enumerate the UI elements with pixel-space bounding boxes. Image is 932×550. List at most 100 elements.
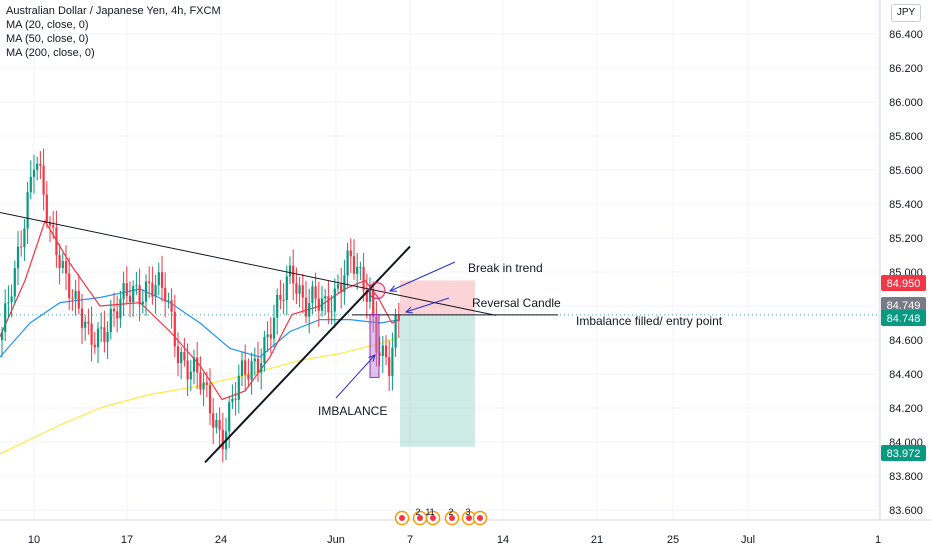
candle-body <box>116 311 119 319</box>
candle-body <box>45 194 48 222</box>
candle-body <box>260 363 263 373</box>
candle-body <box>263 337 266 364</box>
candle-body <box>292 265 295 284</box>
currency-button[interactable]: JPY <box>891 4 921 22</box>
arrow-head <box>368 354 376 362</box>
candle-body <box>349 250 352 257</box>
candle-body <box>368 289 372 302</box>
candle-body <box>71 298 74 300</box>
x-tick-label: 7 <box>407 534 413 546</box>
candle-body <box>311 286 314 304</box>
price-label: 84.749 <box>887 300 921 312</box>
candle-body <box>39 163 42 166</box>
candle-body <box>346 250 349 276</box>
candle-body <box>215 419 218 428</box>
candle-body <box>340 284 343 293</box>
candle-body <box>176 346 180 364</box>
candle-body <box>272 317 276 339</box>
candle-body <box>298 285 301 294</box>
candle-body <box>180 351 183 364</box>
candle-body <box>183 351 186 361</box>
candle-body <box>141 301 144 305</box>
candle-body <box>336 284 340 289</box>
y-tick-label: 86.200 <box>889 63 923 75</box>
candle-body <box>384 345 388 358</box>
candle-body <box>356 266 359 274</box>
y-tick-label: 84.400 <box>889 369 923 381</box>
y-tick-label: 84.600 <box>889 335 923 347</box>
event-marker-dot <box>399 515 405 521</box>
candle-body <box>0 332 4 340</box>
event-marker-dot <box>417 515 423 521</box>
event-marker-dot <box>466 515 472 521</box>
price-label: 83.972 <box>887 448 921 460</box>
candle-body <box>128 295 132 303</box>
candle-body <box>324 296 327 299</box>
candle-body <box>276 294 279 318</box>
y-tick-label: 86.000 <box>889 97 923 109</box>
candle-body <box>61 261 64 269</box>
event-label: 2 <box>448 507 453 517</box>
candle-body <box>240 360 244 376</box>
candle-body <box>362 266 365 291</box>
candle-body <box>250 361 253 380</box>
price-axis[interactable]: 86.400 86.200 86.000 85.800 85.600 85.400 85.2… <box>879 0 926 520</box>
event-markers[interactable]: 2 11 2 3 <box>394 507 488 526</box>
y-tick-label: 86.400 <box>889 29 923 41</box>
candle-body <box>100 327 103 329</box>
candle-body <box>13 268 16 297</box>
candle-body <box>192 357 196 372</box>
event-label: 11 <box>425 507 434 517</box>
candle-body <box>205 382 208 385</box>
candle-body <box>16 246 20 269</box>
candle-body <box>84 321 87 328</box>
candle-body <box>388 357 391 376</box>
candle-body <box>103 327 106 343</box>
candle-body <box>29 176 32 193</box>
candle-body <box>93 344 96 348</box>
candle-body <box>212 413 215 428</box>
ma50-line <box>0 288 401 358</box>
candle-body <box>317 298 320 311</box>
candle-body <box>23 228 26 247</box>
candle-body <box>256 358 260 373</box>
candle-body <box>109 308 112 333</box>
y-tick-label: 83.600 <box>889 505 923 517</box>
candle-body <box>327 296 330 313</box>
annotation-arrow <box>405 297 450 313</box>
arrow-head <box>404 306 414 314</box>
price-label: 84.748 <box>887 313 921 325</box>
y-tick-label: 85.800 <box>889 131 923 143</box>
candle-body <box>26 192 29 229</box>
candle-body <box>132 286 135 303</box>
candle-body <box>90 323 93 345</box>
candle-body <box>164 287 167 302</box>
annotation-arrow <box>389 261 456 292</box>
candle-body <box>122 283 125 299</box>
candle-body <box>330 311 333 313</box>
imbalance-box <box>369 314 380 378</box>
x-tick-label: Jun <box>327 534 345 546</box>
annotation-label: Imbalance filled/ entry point <box>576 314 723 328</box>
annotation-label: Break in trend <box>468 261 543 275</box>
candle-body <box>365 290 368 302</box>
candle-body <box>394 315 397 348</box>
event-label: 2 <box>415 507 420 517</box>
event-label: 3 <box>465 507 470 517</box>
candle-body <box>397 315 400 321</box>
candle-body <box>55 227 58 256</box>
take-profit-zone <box>400 314 475 447</box>
candle-body <box>96 328 100 348</box>
candle-body <box>87 321 90 324</box>
candle-body <box>234 398 237 400</box>
y-tick-label: 83.800 <box>889 471 923 483</box>
candle-body <box>314 286 317 299</box>
annotation-label: IMBALANCE <box>318 404 387 418</box>
event-marker-dot <box>449 515 455 521</box>
annotation-arrow <box>335 354 376 399</box>
x-tick-label: 17 <box>121 534 133 546</box>
candle-body <box>160 272 164 288</box>
candle-body <box>106 332 109 343</box>
ma200-legend: MA (200, close, 0) <box>6 47 95 59</box>
